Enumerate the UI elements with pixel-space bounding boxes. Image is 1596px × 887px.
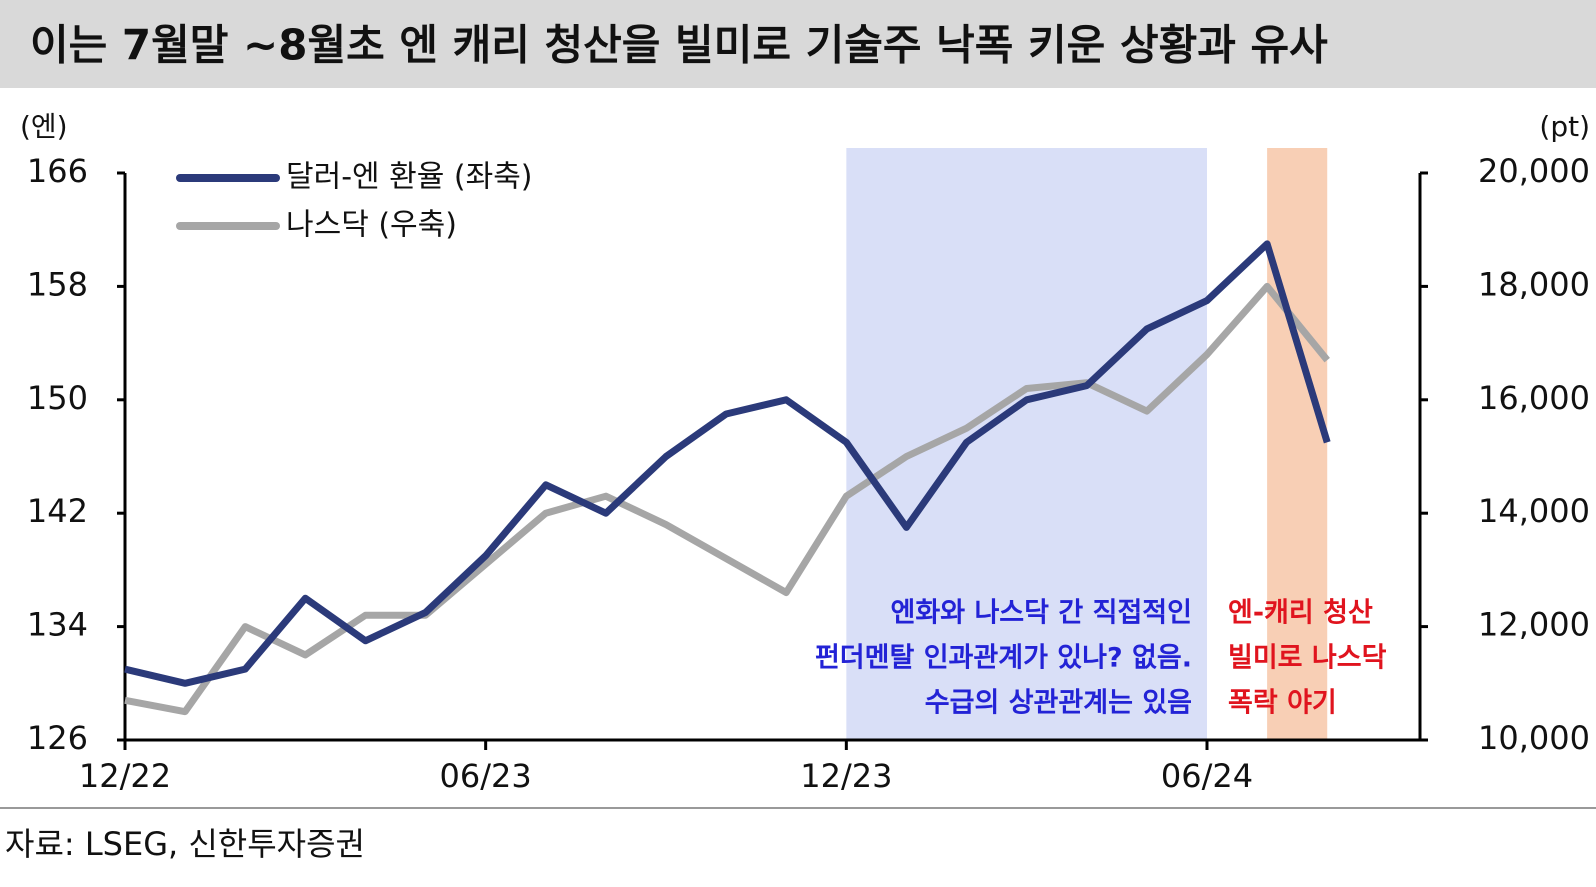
y2-tick-label: 18,000	[1478, 265, 1590, 303]
y-tick-label: 142	[27, 492, 88, 530]
chart-title: 이는 7월말 ~8월초 엔 캐리 청산을 빌미로 기술주 낙폭 키운 상황과 유…	[30, 21, 1328, 70]
y2-tick-label: 14,000	[1478, 492, 1590, 530]
shaded-region	[1267, 148, 1328, 740]
series-line	[124, 282, 1330, 716]
y-unit: (엔)	[20, 110, 68, 143]
x-tick-label: 06/24	[1161, 757, 1253, 795]
series-line	[124, 240, 1331, 687]
x-tick-label: 06/23	[440, 757, 532, 795]
y-tick-label: 166	[27, 152, 88, 190]
y-tick-label: 150	[27, 379, 88, 417]
y2-tick-label: 20,000	[1478, 152, 1590, 190]
legend-label: 달러-엔 환율 (좌축)	[286, 160, 533, 195]
y-tick-label: 126	[27, 719, 88, 757]
x-tick-label: 12/23	[800, 757, 892, 795]
annotation: 엔화와 나스닥 간 직접적인	[891, 598, 1192, 629]
shaded-region	[846, 148, 1207, 740]
annotation: 빌미로 나스닥	[1228, 643, 1387, 674]
y2-unit: (pt)	[1539, 110, 1590, 143]
annotation: 수급의 상관관계는 있음	[925, 688, 1192, 719]
title-bar	[0, 0, 1596, 88]
x-tick-label: 12/22	[79, 757, 171, 795]
annotation: 폭락 야기	[1228, 688, 1337, 719]
y2-tick-label: 16,000	[1478, 379, 1590, 417]
y-tick-label: 158	[27, 265, 88, 303]
annotation: 펀더멘탈 인과관계가 있나? 없음.	[815, 643, 1192, 674]
legend-label: 나스닥 (우축)	[286, 208, 457, 243]
y-tick-label: 134	[27, 606, 88, 644]
y2-tick-label: 10,000	[1478, 719, 1590, 757]
annotation: 엔-캐리 청산	[1228, 598, 1373, 629]
source: 자료: LSEG, 신한투자증권	[5, 825, 365, 863]
y2-tick-label: 12,000	[1478, 606, 1590, 644]
